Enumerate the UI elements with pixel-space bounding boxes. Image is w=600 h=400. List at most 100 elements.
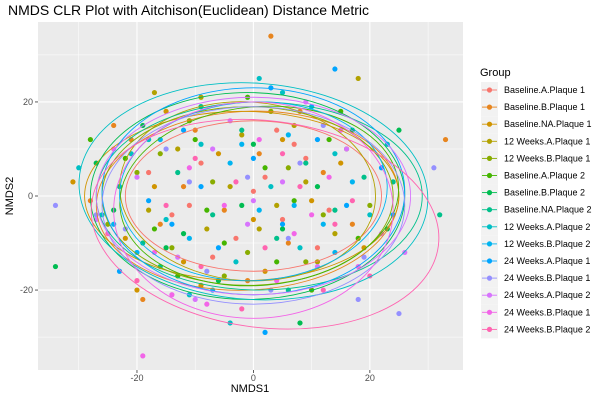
- data-point: [250, 216, 257, 223]
- data-point: [396, 310, 402, 317]
- data-point: [186, 179, 192, 185]
- data-point: [262, 165, 268, 171]
- data-point: [355, 75, 361, 82]
- data-point: [198, 141, 204, 147]
- data-point: [157, 151, 163, 157]
- data-point: [180, 259, 187, 265]
- x-tick-label: 0: [251, 373, 256, 383]
- data-point: [52, 202, 59, 209]
- data-point: [256, 151, 262, 157]
- legend-label: 24 Weeks.B.Plaque 2: [504, 324, 590, 334]
- legend-items: Baseline.A.Plaque 1 Baseline.B.Plaque 1 Ba…: [481, 82, 592, 339]
- data-point: [437, 212, 443, 218]
- legend-key-point: [486, 292, 493, 298]
- legend-key-point: [486, 326, 493, 332]
- data-point: [338, 160, 344, 166]
- data-point: [134, 287, 140, 293]
- data-point: [326, 207, 332, 213]
- data-point: [186, 235, 192, 241]
- legend-key-point: [486, 104, 493, 110]
- y-tick-label: 20: [23, 97, 33, 107]
- data-point: [163, 108, 169, 114]
- data-point: [367, 212, 373, 218]
- data-point: [244, 249, 251, 256]
- data-point: [367, 202, 373, 209]
- data-point: [250, 155, 257, 161]
- data-point: [239, 202, 245, 209]
- data-point: [268, 85, 274, 91]
- data-point: [151, 226, 158, 232]
- data-point: [163, 245, 169, 251]
- data-point: [134, 278, 140, 284]
- legend-label: Baseline.B.Plaque 1: [504, 102, 585, 112]
- data-point: [297, 320, 303, 326]
- data-point: [303, 160, 309, 166]
- data-point: [297, 160, 303, 166]
- data-point: [250, 188, 257, 194]
- data-point: [134, 249, 140, 256]
- legend-key-point: [486, 172, 493, 179]
- data-point: [250, 141, 257, 147]
- data-point: [256, 226, 262, 232]
- data-point: [146, 198, 152, 204]
- data-point: [163, 202, 169, 209]
- legend-title: Group: [480, 67, 511, 79]
- data-point: [198, 183, 204, 190]
- legend-label: Baseline.NA.Plaque 2: [504, 205, 592, 215]
- legend-key-point: [486, 309, 493, 315]
- legend-key-point: [486, 138, 493, 144]
- legend-label: 24 Weeks.B.Plaque 1: [504, 273, 590, 283]
- legend-key-point: [486, 224, 493, 230]
- data-point: [215, 151, 222, 157]
- data-point: [221, 207, 227, 213]
- data-point: [146, 169, 152, 176]
- y-axis-title: NMDS2: [4, 177, 16, 216]
- data-point: [169, 221, 175, 227]
- confidence-ellipses: [78, 82, 440, 330]
- data-point: [285, 132, 291, 138]
- data-point: [332, 231, 338, 237]
- y-tick-label: 0: [28, 191, 33, 201]
- data-point: [250, 198, 257, 204]
- data-point: [320, 287, 326, 293]
- data-point: [355, 296, 361, 303]
- legend-label: Baseline.A.Plaque 2: [504, 171, 585, 181]
- data-point: [221, 273, 227, 279]
- data-point: [320, 169, 326, 176]
- data-point: [215, 245, 222, 251]
- data-point: [204, 301, 210, 307]
- data-point: [309, 198, 315, 204]
- legend-key-point: [486, 121, 493, 127]
- legend-key-point: [486, 258, 493, 264]
- legend-label: Baseline.B.Plaque 2: [504, 188, 585, 198]
- data-point: [396, 127, 402, 133]
- data-point: [343, 202, 350, 209]
- data-point: [256, 75, 262, 82]
- data-point: [349, 198, 355, 204]
- legend-label: 12 Weeks.A.Plaque 1: [504, 136, 590, 146]
- data-point: [274, 259, 280, 265]
- data-point: [338, 108, 344, 114]
- group-ellipse: [113, 101, 394, 319]
- data-point: [355, 235, 361, 241]
- data-point: [227, 160, 233, 166]
- data-point: [163, 146, 169, 152]
- data-point: [349, 221, 355, 227]
- x-axis-title: NMDS1: [231, 383, 270, 395]
- legend: Group Baseline.A.Plaque 1 Baseline.B.Plaq…: [480, 67, 592, 339]
- data-point: [279, 136, 286, 143]
- group-ellipse: [124, 120, 382, 272]
- data-point: [332, 151, 338, 157]
- data-point: [402, 249, 408, 256]
- data-point: [262, 329, 268, 335]
- data-point: [186, 202, 192, 209]
- data-point: [285, 165, 291, 171]
- data-point: [343, 146, 350, 152]
- legend-key-point: [486, 207, 493, 213]
- data-point: [314, 136, 321, 143]
- data-point: [122, 235, 128, 241]
- data-point: [291, 198, 297, 204]
- data-point: [279, 216, 286, 223]
- data-point: [279, 89, 286, 96]
- data-point: [303, 155, 309, 161]
